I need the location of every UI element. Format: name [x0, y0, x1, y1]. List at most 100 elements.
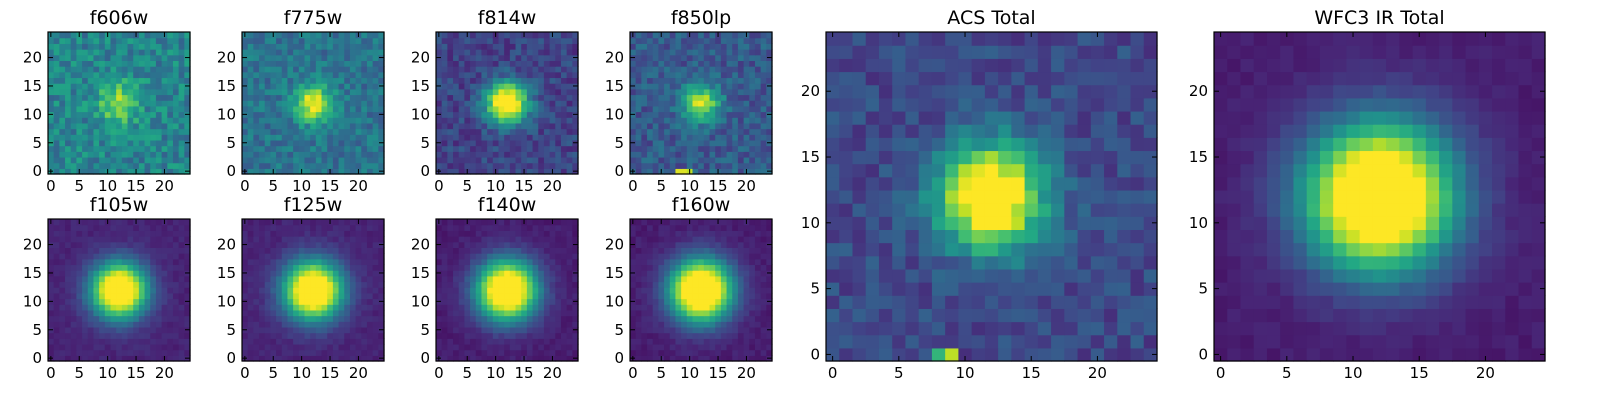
- pixel: [167, 315, 174, 322]
- pixel: [65, 128, 72, 135]
- pixel: [538, 281, 545, 288]
- pixel: [560, 134, 568, 141]
- x-tick-label: 10: [680, 177, 699, 195]
- pixel: [87, 258, 95, 266]
- pixel: [549, 88, 556, 96]
- pixel: [658, 117, 665, 124]
- pixel: [715, 349, 722, 356]
- pixel: [48, 88, 55, 96]
- pixel: [470, 343, 477, 351]
- pixel: [138, 281, 146, 288]
- pixel: [543, 139, 551, 147]
- pixel: [247, 258, 254, 266]
- pixel: [264, 134, 271, 141]
- pixel: [726, 88, 733, 96]
- pixel: [681, 298, 688, 305]
- pixel: [242, 281, 249, 288]
- pixel: [560, 122, 568, 130]
- pixel: [247, 264, 254, 271]
- pixel: [293, 349, 300, 356]
- pixel: [361, 287, 368, 294]
- pixel: [487, 139, 494, 147]
- pixel: [549, 315, 556, 322]
- pixel: [259, 134, 266, 141]
- pixel: [332, 88, 340, 96]
- pixel: [321, 343, 328, 351]
- pixel: [53, 37, 60, 44]
- pixel: [543, 270, 551, 277]
- pixel: [264, 117, 271, 124]
- pixel: [127, 236, 134, 243]
- pixel: [669, 298, 677, 305]
- pixel: [242, 66, 249, 73]
- pixel: [138, 343, 146, 351]
- pixel: [144, 298, 151, 305]
- pixel: [543, 105, 551, 113]
- pixel: [349, 71, 357, 79]
- pixel: [658, 100, 665, 107]
- pixel: [509, 168, 517, 175]
- pixel: [754, 151, 762, 158]
- pixel: [178, 168, 185, 175]
- pixel: [686, 134, 694, 141]
- pixel: [635, 151, 642, 158]
- pixel: [732, 315, 739, 322]
- pixel: [647, 83, 654, 90]
- pixel: [82, 117, 89, 124]
- pixel: [555, 247, 562, 254]
- pixel: [264, 105, 271, 113]
- pixel: [458, 134, 465, 141]
- pixel: [703, 281, 711, 288]
- pixel: [144, 94, 151, 101]
- pixel: [93, 343, 100, 351]
- pixel: [281, 241, 289, 248]
- pixel: [172, 145, 180, 152]
- pixel: [498, 270, 505, 277]
- pixel: [110, 100, 117, 107]
- pixel: [310, 49, 317, 56]
- pixel: [304, 43, 311, 50]
- pixel: [155, 37, 163, 44]
- pixel: [441, 88, 448, 96]
- pixel: [361, 326, 368, 334]
- pixel: [349, 315, 357, 322]
- pixel: [492, 54, 500, 61]
- pixel: [65, 134, 72, 141]
- pixel: [321, 326, 328, 334]
- pixel: [155, 134, 163, 141]
- y-tick-label: 5: [226, 134, 236, 152]
- pixel: [560, 94, 568, 101]
- pixel: [487, 224, 494, 231]
- pixel: [167, 77, 174, 84]
- pixel: [492, 43, 500, 50]
- pixel: [144, 37, 151, 44]
- x-tick-label: 15: [514, 364, 533, 382]
- pixel: [675, 343, 682, 351]
- pixel: [475, 224, 483, 231]
- pixel: [133, 326, 140, 334]
- pixel: [658, 88, 665, 96]
- pixel: [104, 332, 112, 339]
- pixel: [65, 321, 72, 328]
- pixel: [110, 54, 117, 61]
- pixel: [555, 105, 562, 113]
- pixel: [766, 275, 773, 283]
- pixel: [287, 139, 294, 147]
- pixel: [76, 134, 83, 141]
- pixel: [276, 253, 283, 260]
- pixel: [635, 77, 642, 84]
- pixel: [93, 83, 100, 90]
- pixel: [349, 66, 357, 73]
- pixel: [560, 117, 568, 124]
- pixel: [338, 292, 345, 300]
- pixel: [515, 37, 522, 44]
- pixel: [127, 219, 134, 226]
- pixel: [669, 105, 677, 113]
- pixel: [732, 54, 739, 61]
- pixel: [247, 105, 254, 113]
- pixel: [737, 60, 745, 67]
- pixel: [276, 355, 283, 362]
- pixel: [692, 71, 699, 79]
- pixel: [276, 49, 283, 56]
- pixel: [70, 71, 77, 79]
